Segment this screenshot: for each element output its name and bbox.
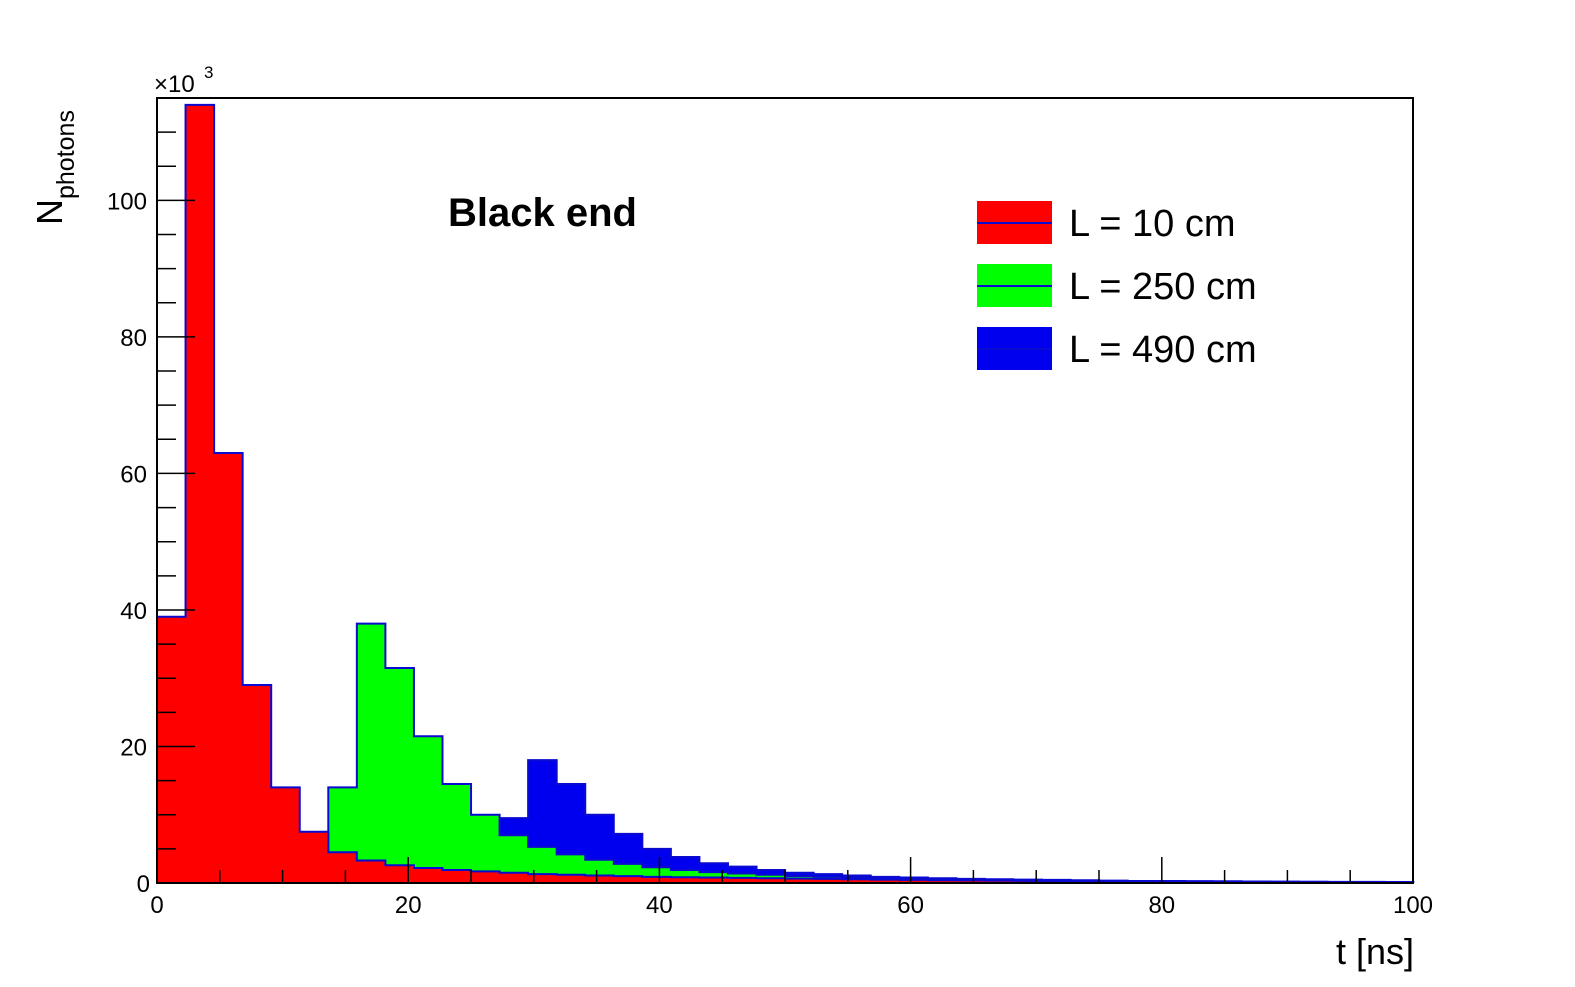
- histogram-bin: [785, 878, 815, 883]
- histogram-bin: [699, 877, 729, 883]
- y-multiplier-label: ×10: [154, 71, 195, 98]
- histogram-bin: [157, 616, 187, 883]
- histogram-bin: [613, 876, 643, 883]
- histogram-bin: [1013, 880, 1043, 883]
- histogram-bin: [185, 104, 215, 883]
- y-tick-label: 100: [107, 188, 147, 215]
- y-axis-title-main: N: [29, 199, 70, 225]
- legend-label: L = 250 cm: [1069, 266, 1257, 308]
- histogram-bin: [528, 874, 558, 883]
- y-axis-title: N photons: [29, 110, 80, 225]
- histogram-bin: [242, 685, 272, 883]
- histogram-bin: [299, 831, 329, 883]
- histogram-bin: [328, 852, 358, 883]
- axis-ticks: [156, 97, 1414, 884]
- histogram-bin: [442, 784, 472, 883]
- legend-entry: L = 250 cm: [977, 264, 1257, 308]
- histogram-bin: [356, 623, 386, 883]
- x-tick-label: 20: [395, 892, 422, 919]
- chart-title: Black end: [448, 191, 637, 235]
- series-l-250-cm: [327, 622, 1415, 884]
- histogram-bin: [214, 452, 244, 883]
- legend-entry: L = 490 cm: [977, 327, 1257, 371]
- histogram-bin: [442, 870, 472, 883]
- histogram-bin: [385, 667, 415, 883]
- x-tick-label: 0: [150, 892, 163, 919]
- y-multiplier-power: 3: [204, 63, 213, 82]
- y-tick-label: 0: [137, 871, 150, 898]
- histogram-bin: [670, 877, 700, 883]
- histogram-bin: [756, 878, 786, 883]
- x-tick-label: 80: [1148, 892, 1175, 919]
- axis-tick-labels: 0 20 40 60 80 100 0 20 40 60 80 100: [107, 188, 1433, 919]
- histogram-bin: [556, 874, 586, 883]
- histogram-bin: [956, 880, 986, 883]
- x-tick-label: 40: [646, 892, 673, 919]
- histogram-bin: [899, 879, 929, 883]
- histogram-bin: [413, 736, 443, 883]
- y-tick-label: 80: [120, 325, 147, 352]
- histogram-bin: [870, 879, 900, 883]
- histogram-bin: [813, 878, 843, 883]
- x-axis-title: t [ns]: [1336, 931, 1414, 972]
- histogram-bin: [1042, 880, 1072, 883]
- legend-label: L = 490 cm: [1069, 329, 1257, 371]
- histogram-bin: [271, 787, 301, 883]
- legend: L = 10 cm L = 250 cm L = 490 cm: [977, 201, 1257, 371]
- histogram-bin: [471, 871, 501, 883]
- histogram-bin: [413, 867, 443, 883]
- histogram-bin: [585, 875, 615, 883]
- y-axis-title-sub: photons: [52, 110, 80, 199]
- y-tick-label: 40: [120, 598, 147, 625]
- histogram-bin: [499, 872, 529, 883]
- y-tick-label: 60: [120, 461, 147, 488]
- histogram-bin: [642, 876, 672, 883]
- series-l-10-cm: [156, 103, 1415, 884]
- histogram-bin: [356, 860, 386, 883]
- histogram-bin: [984, 880, 1014, 883]
- x-tick-label: 60: [897, 892, 924, 919]
- histogram-bars: [156, 103, 1415, 884]
- histogram-bin: [927, 880, 957, 883]
- histogram-bin: [727, 877, 758, 883]
- x-tick-label: 100: [1393, 892, 1433, 919]
- histogram-bin: [842, 879, 872, 883]
- y-tick-label: 20: [120, 734, 147, 761]
- legend-entry: L = 10 cm: [977, 201, 1236, 245]
- legend-label: L = 10 cm: [1069, 203, 1236, 245]
- histogram-bin: [385, 865, 415, 883]
